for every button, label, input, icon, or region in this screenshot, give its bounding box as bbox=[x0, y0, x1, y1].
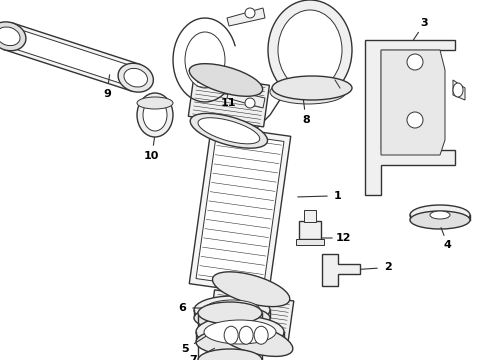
Ellipse shape bbox=[0, 22, 26, 51]
Polygon shape bbox=[227, 8, 265, 26]
Ellipse shape bbox=[407, 54, 423, 70]
Text: 10: 10 bbox=[144, 151, 160, 161]
Ellipse shape bbox=[124, 68, 147, 87]
Ellipse shape bbox=[198, 349, 262, 360]
Polygon shape bbox=[365, 40, 455, 195]
Ellipse shape bbox=[204, 320, 276, 344]
Ellipse shape bbox=[137, 93, 173, 137]
Ellipse shape bbox=[410, 211, 470, 229]
Text: 5: 5 bbox=[181, 344, 189, 354]
Ellipse shape bbox=[216, 321, 293, 356]
Ellipse shape bbox=[190, 113, 268, 148]
Text: 6: 6 bbox=[178, 303, 186, 313]
Text: 8: 8 bbox=[302, 115, 310, 125]
Polygon shape bbox=[188, 75, 270, 127]
Text: 9: 9 bbox=[103, 89, 111, 99]
Polygon shape bbox=[3, 23, 141, 91]
Ellipse shape bbox=[254, 326, 268, 344]
Ellipse shape bbox=[143, 99, 167, 131]
Ellipse shape bbox=[224, 326, 238, 344]
Ellipse shape bbox=[189, 64, 263, 96]
Ellipse shape bbox=[270, 80, 346, 104]
Polygon shape bbox=[299, 221, 321, 239]
Ellipse shape bbox=[196, 316, 284, 348]
Polygon shape bbox=[189, 125, 291, 295]
Ellipse shape bbox=[268, 0, 352, 100]
Text: 2: 2 bbox=[384, 262, 392, 273]
Text: 12: 12 bbox=[335, 233, 351, 243]
Polygon shape bbox=[453, 80, 465, 100]
Ellipse shape bbox=[185, 32, 225, 88]
Text: 7: 7 bbox=[189, 355, 197, 360]
Text: 11: 11 bbox=[220, 98, 236, 108]
Text: 4: 4 bbox=[444, 240, 452, 251]
Ellipse shape bbox=[430, 211, 450, 219]
Ellipse shape bbox=[204, 300, 260, 320]
Ellipse shape bbox=[194, 306, 270, 330]
Ellipse shape bbox=[278, 10, 342, 90]
Polygon shape bbox=[304, 210, 316, 222]
Ellipse shape bbox=[272, 76, 352, 100]
Ellipse shape bbox=[194, 296, 270, 324]
Ellipse shape bbox=[198, 118, 260, 144]
Polygon shape bbox=[296, 239, 324, 245]
Ellipse shape bbox=[198, 302, 262, 324]
Polygon shape bbox=[227, 90, 265, 108]
Text: 1: 1 bbox=[334, 191, 342, 201]
Ellipse shape bbox=[118, 63, 153, 92]
Ellipse shape bbox=[245, 8, 255, 18]
Ellipse shape bbox=[453, 83, 463, 97]
Ellipse shape bbox=[245, 98, 255, 108]
Ellipse shape bbox=[213, 272, 290, 307]
Polygon shape bbox=[11, 29, 133, 85]
Ellipse shape bbox=[407, 112, 423, 128]
Text: 3: 3 bbox=[420, 18, 428, 28]
Ellipse shape bbox=[0, 27, 20, 46]
Polygon shape bbox=[322, 254, 360, 286]
Polygon shape bbox=[381, 50, 445, 155]
Polygon shape bbox=[208, 290, 294, 345]
Polygon shape bbox=[196, 132, 284, 288]
Ellipse shape bbox=[410, 205, 470, 225]
Ellipse shape bbox=[239, 326, 253, 344]
Ellipse shape bbox=[137, 97, 173, 109]
Ellipse shape bbox=[196, 328, 284, 356]
